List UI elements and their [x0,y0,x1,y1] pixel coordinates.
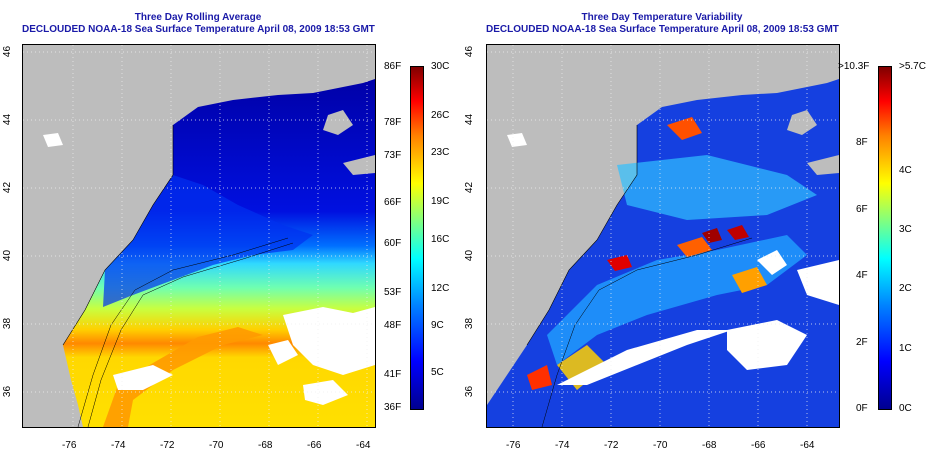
x-tick-label: -66 [307,440,322,451]
y-tick-label: 44 [464,113,476,126]
y-tick-label: 46 [464,45,476,58]
right-panel-subtitle: DECLOUDED NOAA-18 Sea Surface Temperatur… [486,24,839,35]
colorbar-label: 5C [431,367,444,378]
left-panel-subtitle: DECLOUDED NOAA-18 Sea Surface Temperatur… [22,24,375,35]
colorbar-label: 8F [856,137,868,148]
y-tick-label: 44 [2,113,14,126]
left-panel-title: Three Day Rolling Average [134,12,262,23]
colorbar-label: 36F [384,402,402,413]
y-tick-label: 38 [464,317,476,330]
colorbar-label: 53F [384,287,402,298]
colorbar-label: >10.3F [838,61,870,72]
x-tick-label: -66 [751,440,766,451]
left-sst-map [23,45,375,427]
left-map [22,44,376,428]
right-panel-title: Three Day Temperature Variability [581,12,743,23]
x-tick-label: -70 [209,440,224,451]
colorbar-label: 23C [431,147,450,158]
colorbar-label: 3C [899,224,912,235]
colorbar-label: 4F [856,270,868,281]
colorbar-label: 6F [856,204,868,215]
right-map [486,44,840,428]
x-tick-label: -74 [555,440,570,451]
y-tick-label: 36 [464,385,476,398]
colorbar-label: 60F [384,238,402,249]
colorbar-label: 0C [899,403,912,414]
colorbar-label: 30C [431,61,450,72]
right-variability-map [487,45,839,427]
colorbar-label: 2F [856,337,868,348]
x-tick-label: -68 [702,440,717,451]
colorbar-label: 86F [384,61,402,72]
x-tick-label: -72 [160,440,175,451]
y-tick-label: 38 [2,317,14,330]
colorbar-label: 1C [899,343,912,354]
colorbar-label: 0F [856,403,868,414]
colorbar-label: 19C [431,196,450,207]
left-colorbar [410,66,424,410]
x-tick-label: -76 [62,440,77,451]
y-tick-label: 36 [2,385,14,398]
colorbar-label: 41F [384,369,402,380]
y-tick-label: 40 [464,249,476,262]
colorbar-label: 12C [431,283,450,294]
right-colorbar [878,66,892,410]
y-tick-label: 40 [2,249,14,262]
x-tick-label: -76 [506,440,521,451]
colorbar-label: 48F [384,320,402,331]
y-tick-label: 46 [2,45,14,58]
colorbar-label: 66F [384,197,402,208]
colorbar-label: 2C [899,283,912,294]
colorbar-label: >5.7C [899,61,926,72]
colorbar-label: 4C [899,165,912,176]
y-tick-label: 42 [2,181,14,194]
x-tick-label: -72 [604,440,619,451]
colorbar-label: 16C [431,234,450,245]
colorbar-label: 9C [431,320,444,331]
x-tick-label: -64 [800,440,815,451]
colorbar-label: 26C [431,110,450,121]
x-tick-label: -70 [653,440,668,451]
left-shelf-water [103,175,313,307]
x-tick-label: -74 [111,440,126,451]
x-tick-label: -68 [258,440,273,451]
y-tick-label: 42 [464,181,476,194]
x-tick-label: -64 [356,440,371,451]
colorbar-label: 78F [384,117,402,128]
colorbar-label: 73F [384,150,402,161]
